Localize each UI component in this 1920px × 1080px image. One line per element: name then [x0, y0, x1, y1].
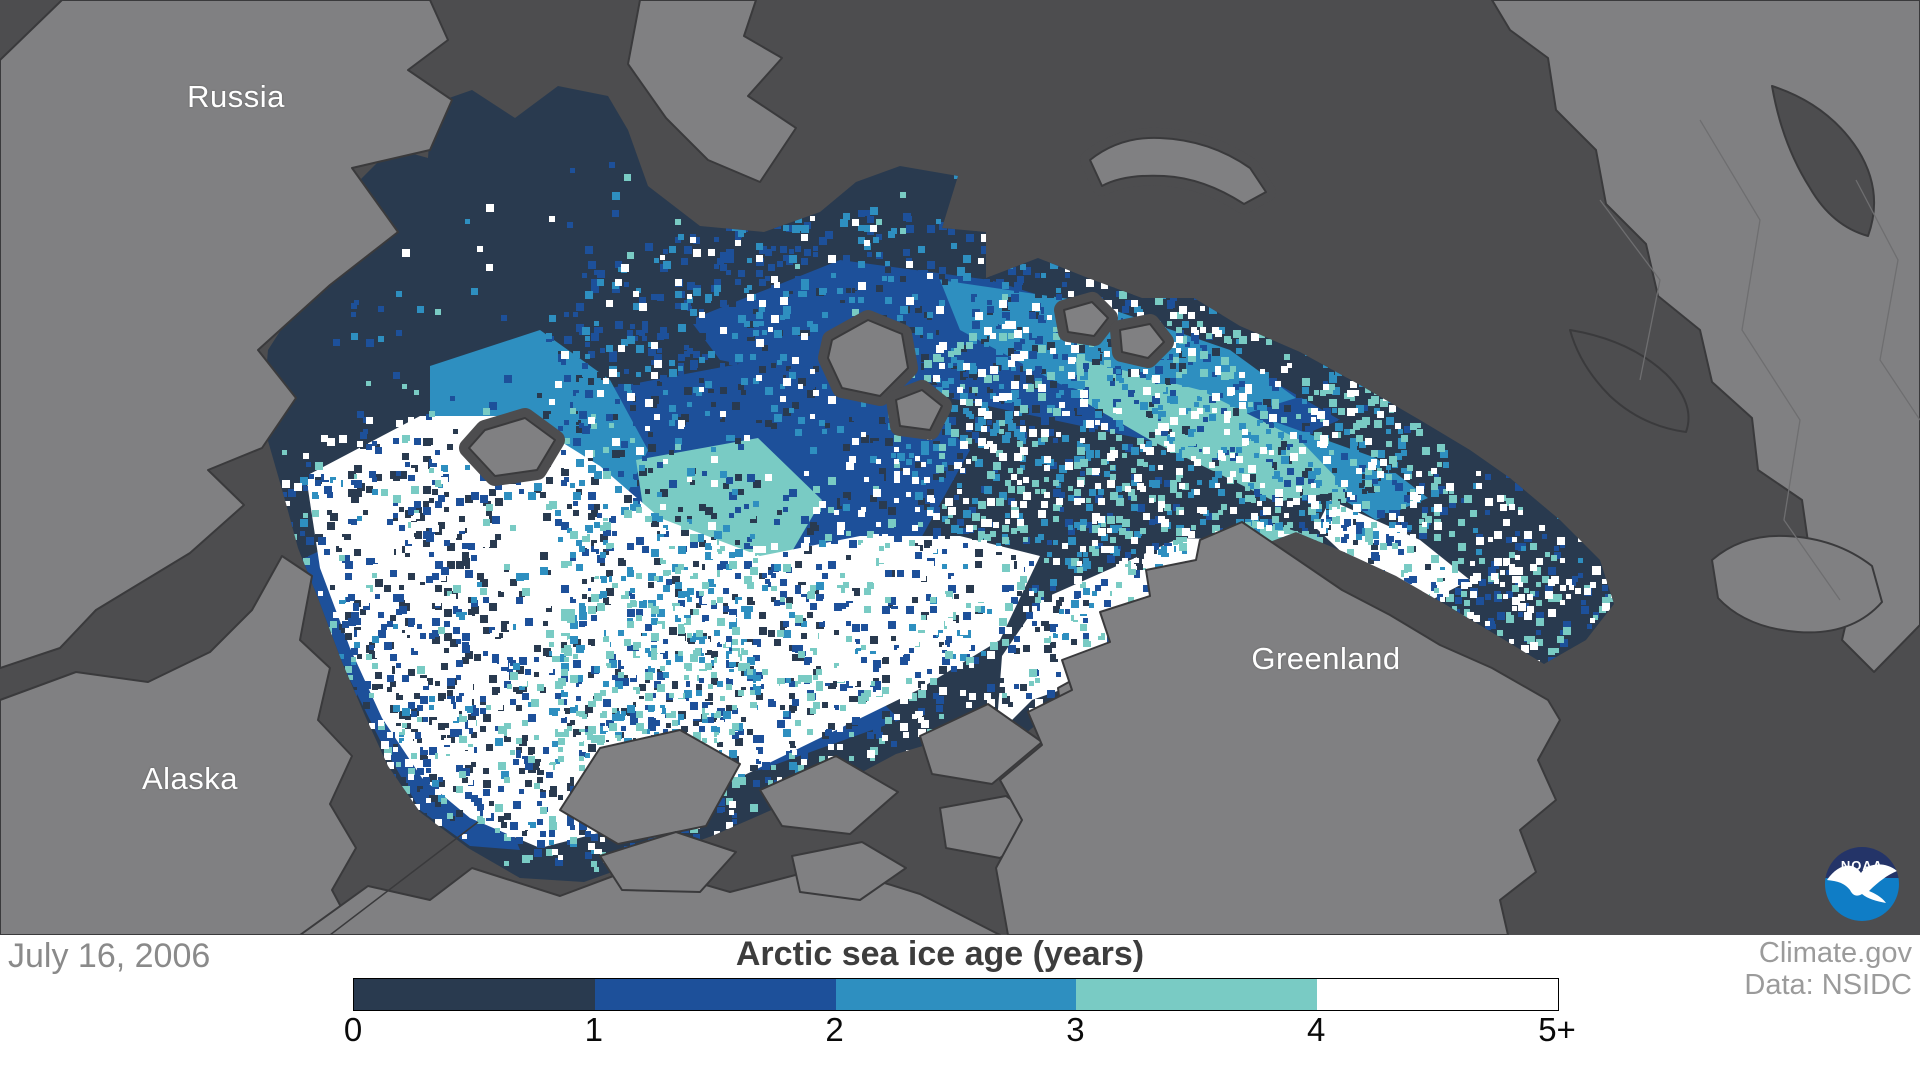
noaa-logo: NOAA	[1825, 847, 1899, 921]
land-russia	[0, 0, 453, 669]
legend-tick: 3	[1066, 1011, 1085, 1048]
land-archipelago-island	[791, 841, 907, 901]
graticule-lines	[329, 119, 1920, 935]
legend-title: Arctic sea ice age (years)	[735, 935, 1145, 973]
speckle-layer	[262, 93, 1614, 868]
land-svalbard-east	[895, 389, 943, 431]
attribution-site: Climate.gov	[1758, 937, 1912, 969]
land-franz-josef	[1063, 301, 1109, 337]
attribution-source: Data: NSIDC	[1744, 969, 1912, 1001]
land-archipelago-island	[759, 755, 899, 835]
land-greenland	[995, 521, 1561, 935]
baltic-sea	[1771, 85, 1876, 237]
legend-segment-3-4	[1076, 979, 1318, 1010]
legend-tick: 1	[584, 1011, 603, 1048]
noaa-logo-text: NOAA	[1841, 858, 1883, 873]
legend-segment-2-3	[835, 979, 1077, 1010]
land-novaya-zemlya	[1089, 136, 1267, 205]
isolated-ice-pixel	[1592, 566, 1601, 575]
date-label: July 16, 2006	[8, 937, 211, 975]
map-label-alaska: Alaska	[141, 761, 239, 796]
land-archipelago-island	[559, 729, 741, 845]
ice-speckle-texture	[262, 86, 1614, 879]
legend-tick: 0	[343, 1011, 363, 1048]
arctic-islands	[459, 127, 1276, 486]
attribution: Climate.gov Data: NSIDC	[1744, 937, 1912, 1001]
map-label-russia: Russia	[187, 79, 285, 114]
land-new-siberian-islands	[468, 417, 556, 477]
legend-tick: 5+	[1538, 1011, 1576, 1048]
legend-tick: 2	[825, 1011, 844, 1048]
legend-colorbar	[353, 978, 1559, 1011]
legend-segment-1-2	[594, 979, 836, 1010]
noaa-gull-icon	[1827, 864, 1897, 903]
land-archipelago-island	[599, 831, 737, 893]
arctic-map: NOAA Russia Alaska Greenland	[0, 0, 1920, 935]
arctic-map-svg: NOAA	[0, 0, 1920, 935]
legend-ticks: 0 1 2 3 4 5+	[344, 1011, 1576, 1051]
land-taymyr	[627, 0, 797, 183]
land-archipelago-island	[919, 703, 1043, 785]
legend-tick: 4	[1307, 1011, 1326, 1048]
white-sea	[1569, 329, 1690, 433]
land-masses	[0, 0, 1920, 935]
footer-panel: July 16, 2006 Arctic sea ice age (years)…	[0, 935, 1920, 1080]
land-franz-josef	[1119, 323, 1165, 359]
map-label-greenland: Greenland	[1251, 641, 1401, 676]
land-svalbard	[827, 319, 909, 397]
land-iceland	[1711, 534, 1883, 634]
legend-segment-0-1	[354, 979, 595, 1010]
legend-segment-5plus	[1317, 979, 1558, 1010]
